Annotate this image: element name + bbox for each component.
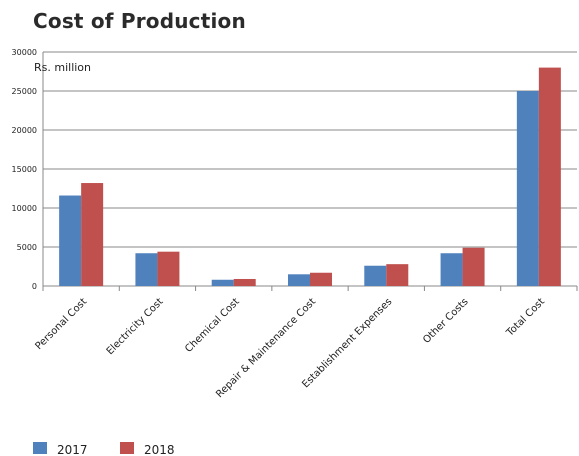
x-tick-label: Personal Cost bbox=[33, 296, 89, 352]
y-tick-label: 30000 bbox=[12, 48, 37, 57]
y-tick-label: 15000 bbox=[12, 165, 37, 174]
y-tick-label: 0 bbox=[32, 282, 37, 291]
bar-2017-6 bbox=[516, 91, 539, 286]
y-tick-label: 25000 bbox=[12, 87, 37, 96]
bar-2018-5 bbox=[462, 247, 485, 286]
y-tick-label: 20000 bbox=[12, 126, 37, 135]
y-tick-label: 5000 bbox=[17, 243, 37, 252]
bar-2018-2 bbox=[233, 278, 256, 286]
bar-2017-4 bbox=[364, 265, 387, 286]
bar-2017-3 bbox=[288, 274, 310, 286]
legend-label-2017: 2017 bbox=[57, 443, 88, 456]
x-tick-label: Chemical Cost bbox=[183, 296, 242, 355]
legend-label-2018: 2018 bbox=[144, 443, 175, 456]
x-tick-label: Establishment Expenses bbox=[300, 296, 394, 390]
bar-2018-0 bbox=[81, 183, 104, 286]
legend-swatch-2017 bbox=[33, 442, 47, 454]
y-tick-label: 10000 bbox=[12, 204, 37, 213]
bar-2017-1 bbox=[135, 253, 158, 286]
x-tick-label: Electricity Cost bbox=[105, 296, 166, 357]
legend-swatch-2018 bbox=[120, 442, 134, 454]
bar-2017-5 bbox=[440, 253, 463, 286]
bar-2018-1 bbox=[157, 251, 180, 286]
bar-2018-3 bbox=[310, 272, 332, 286]
bar-2017-0 bbox=[59, 195, 82, 286]
x-tick-label: Other Costs bbox=[421, 296, 471, 346]
y-axis-label: Rs. million bbox=[34, 61, 91, 74]
bar-2018-4 bbox=[386, 264, 409, 286]
chart-title: Cost of Production bbox=[33, 9, 246, 33]
bar-2018-6 bbox=[538, 67, 561, 286]
x-tick-label: Total Cost bbox=[504, 296, 547, 339]
bar-2017-2 bbox=[211, 279, 234, 286]
